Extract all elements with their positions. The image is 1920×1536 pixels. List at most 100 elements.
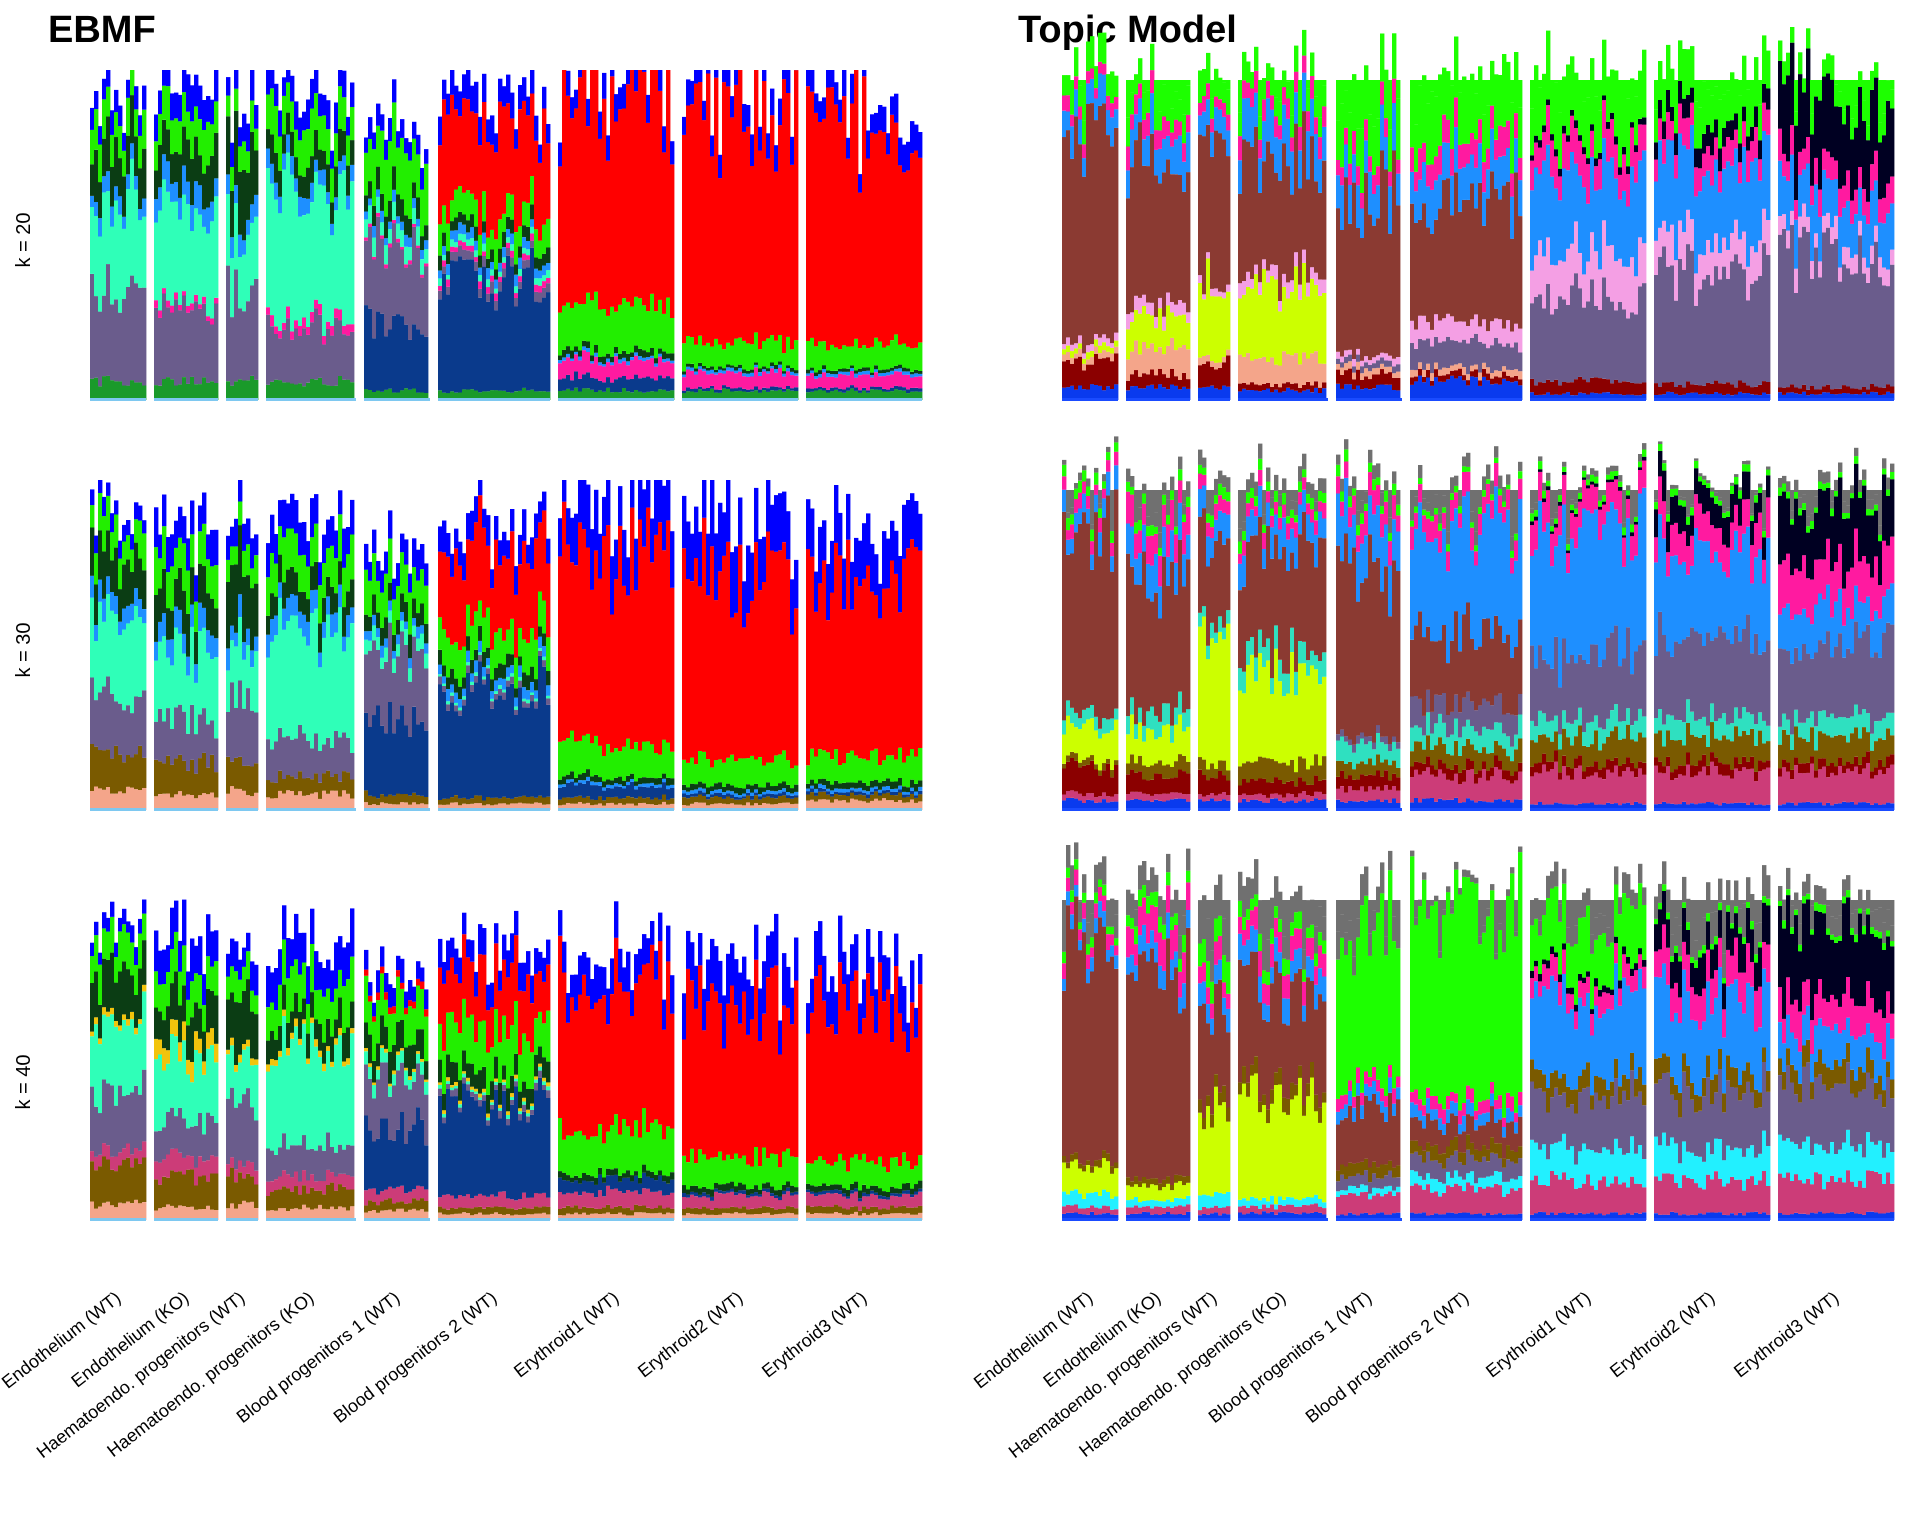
series-segment — [266, 307, 271, 315]
series-segment — [582, 1135, 587, 1173]
series-segment — [400, 982, 405, 989]
series-segment — [666, 1212, 671, 1220]
series-segment — [322, 185, 327, 336]
series-segment — [622, 967, 627, 992]
series-segment — [666, 789, 671, 800]
series-segment — [454, 974, 459, 1023]
series-segment — [166, 537, 171, 573]
series-segment — [546, 1061, 551, 1083]
series-segment — [186, 1155, 191, 1170]
series-segment — [114, 186, 119, 201]
series-segment — [400, 316, 405, 391]
series-segment — [682, 1185, 687, 1193]
series-segment — [510, 673, 515, 677]
series-segment — [286, 1188, 291, 1211]
series-segment — [450, 239, 455, 247]
sample-block — [154, 70, 219, 401]
series-segment — [574, 302, 579, 347]
series-segment — [392, 1044, 397, 1071]
series-segment — [766, 133, 771, 159]
series-segment — [384, 573, 389, 618]
series-segment — [770, 967, 775, 1154]
series-segment — [642, 546, 647, 742]
series-segment — [102, 516, 107, 552]
series-segment — [290, 493, 295, 529]
series-segment — [914, 387, 919, 392]
series-segment — [666, 1195, 671, 1208]
series-segment — [774, 1190, 779, 1196]
series-segment — [806, 373, 811, 376]
series-segment — [94, 91, 99, 110]
series-segment — [654, 1174, 659, 1181]
series-segment — [854, 1154, 859, 1182]
series-segment — [388, 388, 393, 400]
series-segment — [814, 112, 819, 347]
series-segment — [878, 130, 883, 342]
series-segment — [114, 137, 119, 187]
series-segment — [878, 795, 883, 801]
series-segment — [392, 102, 397, 167]
series-segment — [486, 279, 491, 288]
series-segment — [306, 599, 311, 622]
sample-block — [364, 946, 430, 1221]
sample-block — [558, 480, 675, 811]
series-segment — [454, 795, 459, 803]
series-segment — [246, 1088, 251, 1161]
series-segment — [368, 1034, 373, 1064]
series-segment — [870, 132, 875, 347]
series-segment — [542, 1206, 547, 1213]
series-segment — [372, 1141, 377, 1189]
series-segment — [450, 200, 455, 222]
block-baseline — [364, 398, 430, 401]
series-segment — [658, 299, 663, 349]
series-segment — [546, 1197, 551, 1207]
series-segment — [154, 660, 159, 722]
series-segment — [462, 98, 467, 193]
series-segment — [878, 792, 883, 796]
series-segment — [102, 1202, 107, 1220]
series-segment — [486, 1113, 491, 1118]
series-segment — [206, 534, 211, 560]
series-segment — [538, 951, 543, 972]
series-segment — [894, 93, 899, 123]
series-segment — [458, 798, 463, 806]
series-segment — [458, 707, 463, 711]
series-segment — [380, 627, 385, 646]
series-segment — [702, 1154, 707, 1187]
series-segment — [902, 786, 907, 792]
series-segment — [338, 174, 343, 310]
series-segment — [118, 917, 123, 932]
series-segment — [510, 1199, 515, 1209]
series-segment — [130, 620, 135, 714]
series-segment — [794, 980, 799, 1158]
series-segment — [442, 1094, 447, 1111]
series-segment — [450, 94, 455, 201]
series-segment — [326, 576, 331, 597]
series-segment — [698, 750, 703, 782]
series-segment — [462, 1050, 467, 1072]
series-segment — [534, 292, 539, 302]
series-segment — [750, 1188, 755, 1194]
series-segment — [858, 780, 863, 788]
series-segment — [368, 1200, 373, 1211]
series-segment — [214, 797, 219, 810]
series-segment — [838, 765, 843, 784]
series-segment — [364, 712, 369, 791]
series-segment — [450, 684, 455, 693]
series-segment — [154, 642, 159, 661]
series-segment — [634, 590, 639, 743]
series-segment — [822, 1194, 827, 1207]
series-segment — [310, 1017, 315, 1023]
series-segment — [602, 98, 607, 309]
series-segment — [534, 391, 539, 400]
series-segment — [388, 610, 393, 623]
series-segment — [558, 935, 563, 1118]
series-segment — [114, 1105, 119, 1157]
series-segment — [894, 788, 899, 792]
series-segment — [202, 608, 207, 628]
series-segment — [602, 356, 607, 365]
series-segment — [404, 629, 409, 645]
series-segment — [94, 202, 99, 216]
series-segment — [412, 986, 417, 1002]
series-segment — [698, 1188, 703, 1195]
